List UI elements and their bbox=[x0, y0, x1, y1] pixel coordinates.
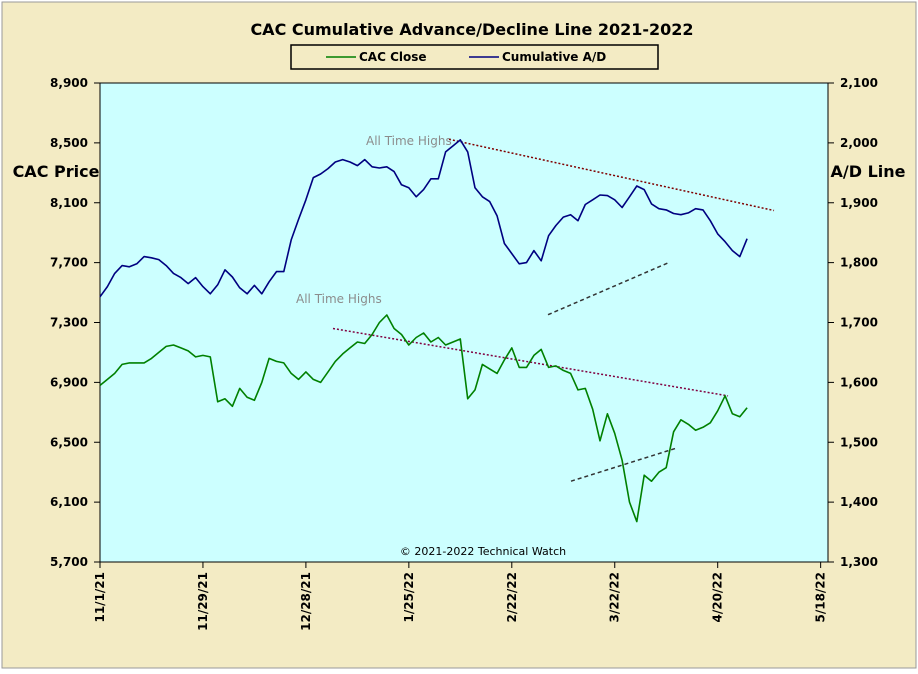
y-left-tick-label: 8,100 bbox=[50, 196, 88, 210]
y-right-tick-label: 1,300 bbox=[840, 555, 878, 569]
legend-label-cac-close: CAC Close bbox=[359, 50, 427, 64]
x-tick-label: 4/20/22 bbox=[711, 572, 725, 623]
y-right-tick-label: 1,700 bbox=[840, 316, 878, 330]
y-left-tick-label: 6,500 bbox=[50, 435, 88, 449]
annotation-all-time-highs-ad: All Time Highs bbox=[366, 134, 452, 148]
y-left-tick-label: 5,700 bbox=[50, 555, 88, 569]
axes-layer: 5,700 1,300 6,100 1,400 6,500 1,500 6,900 1,600… bbox=[50, 76, 878, 631]
y-right-tick-label: 2,000 bbox=[840, 136, 878, 150]
chart-title: CAC Cumulative Advance/Decline Line 2021… bbox=[250, 20, 693, 39]
legend: CAC Close Cumulative A/D bbox=[290, 44, 659, 70]
legend-label-cumulative-ad: Cumulative A/D bbox=[502, 50, 606, 64]
y-left-tick-label: 6,900 bbox=[50, 375, 88, 389]
y-left-tick-label: 7,300 bbox=[50, 316, 88, 330]
y-axis-right-title: A/D Line bbox=[831, 162, 906, 181]
support-line-cac bbox=[570, 447, 677, 482]
x-tick-label: 11/29/21 bbox=[196, 572, 210, 631]
copyright-notice: © 2021-2022 Technical Watch bbox=[400, 545, 566, 558]
series-layer bbox=[99, 139, 748, 523]
cac-close-line bbox=[99, 314, 748, 523]
cumulative-ad-line bbox=[99, 139, 748, 298]
x-tick-label: 11/1/21 bbox=[93, 572, 107, 623]
annotation-all-time-highs-cac: All Time Highs bbox=[296, 292, 382, 306]
x-tick-label: 1/25/22 bbox=[402, 572, 416, 623]
y-right-tick-label: 2,100 bbox=[840, 76, 878, 90]
x-tick-label: 3/22/22 bbox=[608, 572, 622, 623]
y-right-tick-label: 1,800 bbox=[840, 256, 878, 270]
resistance-line-ad bbox=[448, 138, 775, 212]
support-line-ad bbox=[547, 261, 671, 316]
plot-area bbox=[99, 82, 829, 563]
x-tick-label: 12/28/21 bbox=[299, 572, 313, 631]
y-right-tick-label: 1,500 bbox=[840, 435, 878, 449]
y-left-tick-label: 8,500 bbox=[50, 136, 88, 150]
x-tick-label: 5/18/22 bbox=[814, 572, 828, 623]
y-axis-left-title: CAC Price bbox=[13, 162, 100, 181]
y-right-tick-label: 1,400 bbox=[840, 495, 878, 509]
y-right-tick-label: 1,600 bbox=[840, 375, 878, 389]
y-left-tick-label: 6,100 bbox=[50, 495, 88, 509]
y-left-tick-label: 8,900 bbox=[50, 76, 88, 90]
x-tick-label: 2/22/22 bbox=[505, 572, 519, 623]
y-right-tick-label: 1,900 bbox=[840, 196, 878, 210]
y-left-tick-label: 7,700 bbox=[50, 256, 88, 270]
